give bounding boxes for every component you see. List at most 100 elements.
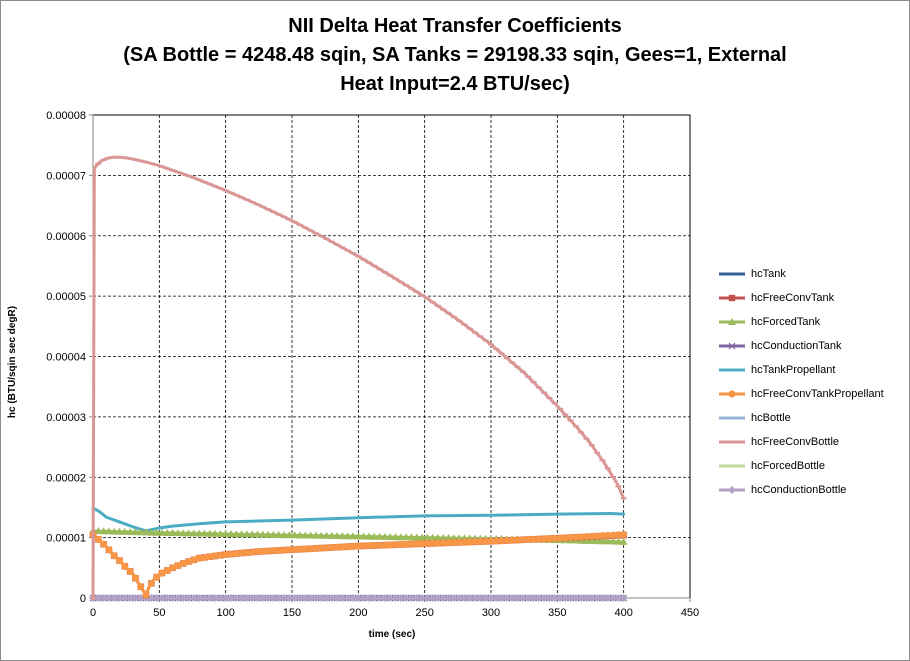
y-tick-label: 0.00004 <box>46 352 86 364</box>
legend-item-hc-tank-propellant: hcTankPropellant <box>717 358 907 382</box>
series-marker-hc-forced-tank <box>184 529 193 537</box>
series-marker-hc-forced-tank <box>248 530 257 538</box>
series-marker-hc-free-conv-tank-propellant <box>391 541 400 549</box>
series-marker-hc-conduction-bottle <box>343 594 352 602</box>
legend-marker <box>728 294 736 302</box>
series-marker-hc-forced-tank <box>120 527 129 535</box>
legend-item-hc-free-conv-tank: hcFreeConvTank <box>717 286 907 310</box>
series-marker-hc-conduction-bottle <box>311 594 320 602</box>
series-marker-hc-forced-tank <box>157 528 166 536</box>
series-marker-hc-free-conv-tank-propellant <box>503 536 511 545</box>
series-hc-free-conv-bottle <box>90 155 627 600</box>
series-marker-hc-conduction-bottle <box>561 594 570 602</box>
series-marker-hc-conduction-bottle <box>391 594 400 602</box>
series-marker-hc-conduction-bottle <box>173 594 182 602</box>
series-marker-hc-forced-tank <box>258 530 267 538</box>
series-marker-hc-free-conv-tank-propellant <box>444 539 453 547</box>
legend-item-hc-bottle: hcBottle <box>717 406 907 430</box>
series-marker-hc-conduction-bottle <box>497 594 506 602</box>
series-marker-hc-conduction-bottle <box>418 594 427 602</box>
series-marker-hc-forced-tank <box>126 527 135 535</box>
series-marker-hc-conduction-bottle <box>487 594 495 602</box>
series-marker-hc-free-conv-tank-propellant <box>131 574 140 582</box>
series-marker-hc-conduction-bottle <box>555 594 564 602</box>
series-marker-hc-conduction-bottle <box>614 594 623 602</box>
series-marker-hc-free-conv-tank-propellant <box>561 534 569 542</box>
legend-label: hcConductionTank <box>751 340 842 352</box>
series-marker-hc-free-conv-tank-propellant <box>269 547 278 555</box>
series-marker-hc-conduction-bottle <box>396 594 405 602</box>
series-marker-hc-free-conv-tank-propellant <box>455 538 463 547</box>
series-marker-hc-conduction-bottle <box>189 594 198 602</box>
series-marker-hc-conduction-bottle <box>94 594 103 602</box>
series-marker-hc-conduction-bottle <box>237 594 246 602</box>
series-marker-hc-conduction-bottle <box>232 594 241 602</box>
series-marker-hc-free-conv-tank-propellant <box>365 542 373 550</box>
series-marker-hc-conduction-bottle <box>163 594 172 602</box>
series-marker-hc-forced-tank <box>349 532 358 540</box>
series-marker-hc-free-conv-tank-propellant <box>498 537 506 545</box>
series-marker-hc-conduction-bottle <box>412 594 421 602</box>
series-marker-hc-forced-tank <box>221 530 230 538</box>
legend-swatch <box>719 464 745 468</box>
series-marker-hc-forced-tank <box>189 529 198 537</box>
series-marker-hc-forced-tank <box>407 533 416 541</box>
series-marker-hc-free-conv-tank-propellant <box>460 538 469 546</box>
series-marker-hc-conduction-bottle <box>110 594 119 602</box>
series-marker-hc-forced-tank <box>253 530 262 538</box>
series-marker-hc-free-conv-tank-propellant <box>588 532 596 540</box>
series-marker-hc-free-conv-tank-propellant <box>248 548 256 556</box>
series-marker-hc-free-conv-tank-propellant <box>105 546 113 554</box>
series-marker-hc-conduction-bottle <box>476 594 485 602</box>
series-marker-hc-conduction-bottle <box>407 594 416 602</box>
series-marker-hc-free-conv-tank-propellant <box>375 541 384 549</box>
y-tick-label: 0.00001 <box>46 533 86 545</box>
series-marker-hc-conduction-bottle <box>258 594 267 602</box>
y-axis-label: hc (BTU/sqin sec degR) <box>7 305 18 419</box>
legend-swatch <box>719 486 745 494</box>
series-marker-hc-conduction-bottle <box>131 594 140 602</box>
series-marker-hc-forced-tank <box>237 530 246 538</box>
series-marker-hc-free-conv-tank-propellant <box>232 549 240 558</box>
series-marker-hc-forced-tank <box>115 527 124 535</box>
series-marker-hc-conduction-bottle <box>157 594 166 602</box>
series-marker-hc-free-conv-tank-propellant <box>434 539 442 547</box>
series-marker-hc-forced-tank <box>110 527 119 535</box>
legend-label: hcForcedTank <box>751 316 821 328</box>
series-marker-hc-free-conv-tank-propellant <box>593 532 601 540</box>
series-marker-hc-free-conv-tank-propellant <box>264 547 272 555</box>
series-marker-hc-free-conv-tank-propellant <box>344 543 352 551</box>
series-marker-hc-forced-tank <box>311 531 320 539</box>
series-hc-tank-propellant <box>91 506 626 533</box>
y-tick-label: 0.00008 <box>46 110 86 122</box>
series-marker-hc-free-conv-tank-propellant <box>540 535 548 543</box>
series-marker-hc-forced-tank <box>593 537 602 545</box>
series-marker-hc-free-conv-tank-propellant <box>386 541 394 549</box>
series-line-hc-tank-propellant <box>91 506 626 533</box>
series-marker-hc-forced-tank <box>614 537 623 545</box>
y-tick-label: 0.00005 <box>46 291 86 303</box>
series-marker-hc-forced-tank <box>343 532 352 540</box>
series-marker-hc-free-conv-tank-propellant <box>280 546 288 554</box>
series-marker-hc-forced-tank <box>391 533 400 541</box>
series-marker-hc-forced-tank <box>195 529 204 537</box>
series-marker-hc-free-conv-tank-propellant <box>158 569 166 577</box>
chart-title-line-3: Heat Input=2.4 BTU/sec) <box>340 73 570 95</box>
series-marker-hc-conduction-bottle <box>423 594 432 602</box>
series-marker-hc-free-conv-tank-propellant <box>466 538 474 546</box>
series-marker-hc-conduction-bottle <box>460 594 469 602</box>
series-marker-hc-free-conv-tank-propellant <box>620 531 628 539</box>
chart-title-line-1: NII Delta Heat Transfer Coefficients <box>288 15 622 37</box>
series-marker-hc-conduction-bottle <box>439 594 448 602</box>
series-marker-hc-conduction-bottle <box>370 594 379 602</box>
series-marker-hc-free-conv-tank-propellant <box>582 533 591 541</box>
series-marker-hc-conduction-bottle <box>380 594 389 602</box>
series-marker-hc-free-conv-tank-propellant <box>222 550 230 559</box>
series-hc-conduction-bottle <box>89 594 628 602</box>
legend-swatch <box>719 416 745 420</box>
series-marker-hc-conduction-bottle <box>455 594 464 602</box>
series-marker-hc-free-conv-tank-propellant <box>513 536 522 544</box>
legend-swatch <box>719 390 745 398</box>
series-hc-free-conv-tank-propellant <box>89 531 628 599</box>
